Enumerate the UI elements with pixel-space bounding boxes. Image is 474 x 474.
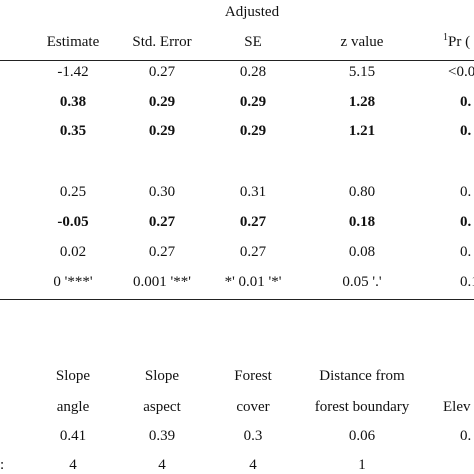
- cell: 0.27: [148, 64, 176, 80]
- cell: 0.29: [148, 94, 176, 110]
- header-z-value: z value: [340, 34, 384, 50]
- cell: 0.08: [348, 244, 376, 260]
- cell: 1.28: [348, 94, 376, 110]
- signif-code: 0.1: [460, 274, 474, 290]
- counts-row-label: :: [0, 457, 5, 473]
- header-pr: 1Pr (: [443, 33, 470, 51]
- cell: 0.29: [239, 94, 267, 110]
- signif-code: 0.001 '**': [133, 274, 191, 290]
- cell: 0.: [460, 244, 472, 260]
- value-cell: 0.3: [243, 428, 263, 444]
- header-std-error: Std. Error: [132, 34, 192, 50]
- cell: 0.27: [148, 214, 176, 230]
- header-se: SE: [244, 34, 262, 50]
- header-distance-2: forest boundary: [314, 399, 410, 415]
- count-cell: 4: [69, 457, 77, 473]
- bottom-rule: [0, 299, 474, 300]
- header-elevation: Elev: [443, 399, 471, 415]
- signif-code: 0.05 '.': [342, 274, 382, 290]
- cell: 0.27: [239, 214, 267, 230]
- count-cell: 4: [249, 457, 257, 473]
- signif-code: *' 0.01 '*': [224, 274, 282, 290]
- value-cell: 0.06: [348, 428, 376, 444]
- header-rule: [0, 60, 474, 61]
- cell: -1.42: [57, 64, 89, 80]
- count-cell: 1: [358, 457, 366, 473]
- header-distance-1: Distance from: [319, 368, 405, 384]
- cell: 5.15: [348, 64, 376, 80]
- cell: <0.0: [448, 64, 474, 80]
- pr-superscript: 1: [443, 32, 448, 43]
- cell: 0.25: [59, 184, 87, 200]
- cell: 0.29: [148, 123, 176, 139]
- cell: 0.80: [348, 184, 376, 200]
- cell: 0.27: [239, 244, 267, 260]
- header-slope-angle-2: angle: [56, 399, 90, 415]
- cell: 0.: [460, 184, 472, 200]
- value-cell: 0.: [460, 428, 472, 444]
- header-slope-aspect-2: aspect: [143, 399, 181, 415]
- value-cell: 0.39: [148, 428, 176, 444]
- header-forest-cover-1: Forest: [234, 368, 272, 384]
- header-forest-cover-2: cover: [236, 399, 270, 415]
- cell: 0.18: [348, 214, 376, 230]
- header-slope-angle-1: Slope: [55, 368, 91, 384]
- cell: 0.29: [239, 123, 267, 139]
- cell: 0.28: [239, 64, 267, 80]
- header-estimate: Estimate: [46, 34, 100, 50]
- cell: 0.02: [59, 244, 87, 260]
- cell: 0.: [460, 214, 472, 230]
- cell: 0.31: [239, 184, 267, 200]
- adjusted-header: Adjusted: [224, 4, 280, 20]
- cell: 1.21: [348, 123, 376, 139]
- cell: 0.: [460, 94, 472, 110]
- count-cell: 4: [158, 457, 166, 473]
- cell: 0.38: [59, 94, 87, 110]
- value-cell: 0.41: [59, 428, 87, 444]
- header-slope-aspect-1: Slope: [144, 368, 180, 384]
- cell: -0.05: [57, 214, 89, 230]
- cell: 0.30: [148, 184, 176, 200]
- cell: 0.27: [148, 244, 176, 260]
- signif-code: 0 '***': [53, 274, 93, 290]
- cell: 0.35: [59, 123, 87, 139]
- header-pr-label: Pr (: [448, 34, 471, 50]
- cell: 0.: [460, 123, 472, 139]
